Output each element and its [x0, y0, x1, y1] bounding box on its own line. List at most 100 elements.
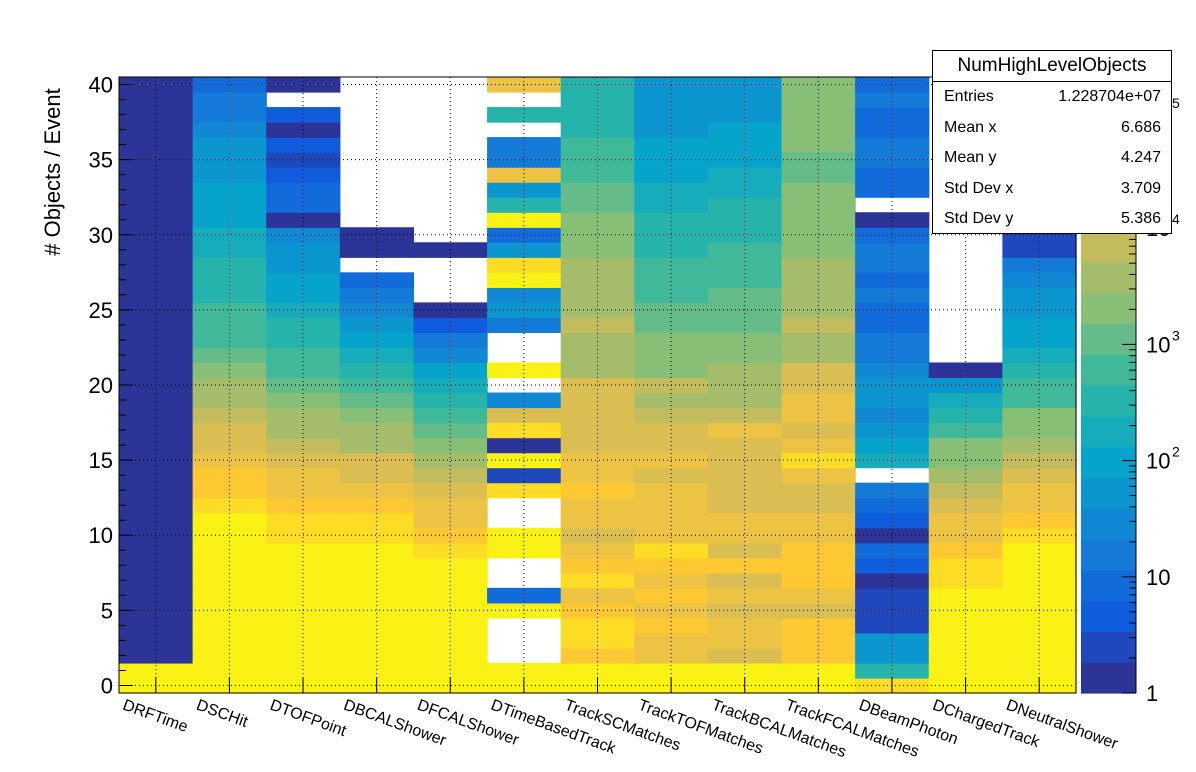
heatmap-cell [707, 152, 783, 168]
heatmap-cell [855, 527, 930, 544]
heatmap-cell [119, 92, 194, 108]
heatmap-cell [1002, 332, 1077, 349]
heatmap-cell [487, 452, 562, 469]
heatmap-cell [560, 347, 635, 364]
heatmap-cell [192, 272, 267, 288]
heatmap-cell [707, 452, 783, 469]
heatmap-cell [707, 242, 783, 258]
color-scale-band [1081, 415, 1136, 448]
heatmap-cell [634, 332, 709, 349]
heatmap-cell [855, 422, 930, 439]
heatmap-cell [781, 512, 856, 529]
heatmap-cell [707, 287, 783, 303]
heatmap-cell [413, 347, 488, 364]
heatmap-cell [634, 512, 709, 529]
stats-row-value: 1.228704e+07 [1058, 88, 1161, 106]
heatmap-cell [634, 647, 709, 664]
color-scale-band [1081, 261, 1136, 294]
heatmap-cell [413, 542, 488, 559]
heatmap-cell [339, 242, 415, 258]
heatmap-cell [192, 287, 267, 303]
heatmap-cell [339, 662, 415, 679]
heatmap-cell [928, 602, 1003, 619]
stats-row: Std Dev y 5.386 [933, 204, 1171, 235]
heatmap-cell [707, 572, 783, 589]
color-scale-band [1081, 662, 1136, 694]
heatmap-cell [781, 467, 856, 484]
stats-row-label: Mean x [944, 118, 997, 136]
heatmap-cell [119, 602, 194, 619]
heatmap-cell [855, 542, 930, 559]
heatmap-cell [339, 587, 415, 604]
heatmap-cell [855, 452, 930, 469]
heatmap-cell [928, 362, 1003, 379]
color-scale-band [1081, 508, 1136, 540]
heatmap-cell [560, 527, 635, 544]
heatmap-cell [560, 512, 635, 529]
x-category-label: DTOFPoint [268, 697, 349, 740]
heatmap-cell [1002, 362, 1077, 379]
heatmap-cell [855, 227, 930, 243]
heatmap-cell [1002, 272, 1077, 288]
heatmap-cell [707, 107, 783, 123]
heatmap-cell [339, 272, 415, 288]
heatmap-cell [855, 272, 930, 288]
heatmap-cell [339, 632, 415, 649]
y-tick-label: 40 [89, 73, 113, 98]
heatmap-cell [266, 467, 341, 484]
heatmap-cell [1002, 632, 1077, 649]
heatmap-cell [781, 647, 856, 664]
heatmap-cell [192, 332, 267, 349]
heatmap-cell [560, 152, 635, 168]
heatmap-cell [560, 482, 635, 499]
heatmap-cell [560, 572, 635, 589]
heatmap-cell [855, 392, 930, 409]
heatmap-cell [339, 407, 415, 424]
heatmap-cell [339, 287, 415, 303]
heatmap-cell [634, 137, 709, 153]
stats-row: Entries 1.228704e+07 [933, 82, 1171, 113]
stats-title: NumHighLevelObjects [933, 51, 1171, 82]
heatmap-cell [781, 407, 856, 424]
heatmap-cell [928, 422, 1003, 439]
heatmap-cell [707, 407, 783, 424]
heatmap-cell [634, 272, 709, 288]
heatmap-cell [707, 212, 783, 228]
heatmap-cell [1002, 422, 1077, 439]
heatmap-cell [1002, 392, 1077, 409]
heatmap-cell [634, 242, 709, 258]
heatmap-cell [1002, 572, 1077, 589]
heatmap-cell [266, 362, 341, 379]
heatmap-cell [413, 527, 488, 544]
heatmap-cell [634, 362, 709, 379]
heatmap-cell [266, 332, 341, 349]
heatmap-cell [119, 152, 194, 168]
heatmap-cell [855, 167, 930, 183]
heatmap-cell [634, 392, 709, 409]
color-scale-band [1081, 446, 1136, 478]
z-tick-exponent: 3 [1172, 327, 1180, 343]
heatmap-cell [634, 587, 709, 604]
heatmap-cell [487, 422, 562, 439]
heatmap-cell [487, 542, 562, 559]
y-tick-label: 5 [101, 598, 113, 623]
heatmap-cell [634, 92, 709, 108]
heatmap-cell [560, 167, 635, 183]
heatmap-cell [634, 347, 709, 364]
heatmap-cell [119, 422, 194, 439]
heatmap-cell [707, 392, 783, 409]
heatmap-cell [781, 662, 856, 679]
heatmap-cell [119, 227, 194, 243]
heatmap-cell [119, 572, 194, 589]
heatmap-cell [266, 647, 341, 664]
stats-row-label: Mean y [944, 149, 997, 167]
heatmap-cell [855, 632, 930, 649]
heatmap-cell [707, 227, 783, 243]
heatmap-cell [707, 167, 783, 183]
heatmap-cell [855, 212, 930, 228]
heatmap-cell [413, 407, 488, 424]
heatmap-cell [413, 572, 488, 589]
heatmap-cell [192, 407, 267, 424]
heatmap-cell [119, 272, 194, 288]
